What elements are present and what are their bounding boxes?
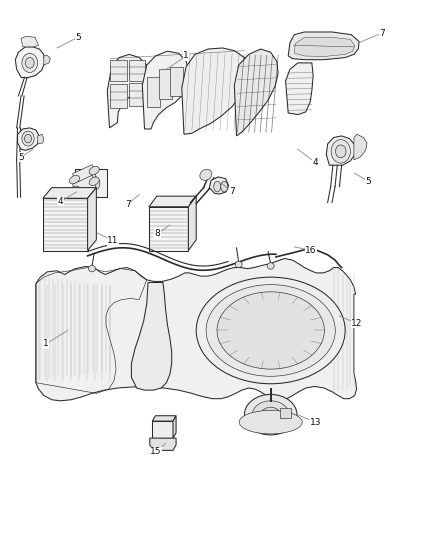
Polygon shape — [326, 136, 355, 165]
Text: 7: 7 — [229, 188, 235, 196]
Ellipse shape — [80, 177, 88, 190]
Bar — [170, 67, 183, 96]
Text: 7: 7 — [379, 29, 385, 37]
Polygon shape — [234, 49, 278, 136]
Text: 11: 11 — [107, 237, 119, 245]
Ellipse shape — [89, 177, 99, 185]
Ellipse shape — [196, 277, 345, 384]
Polygon shape — [182, 48, 249, 134]
Ellipse shape — [331, 140, 350, 163]
Ellipse shape — [206, 285, 336, 376]
Polygon shape — [73, 175, 96, 196]
Polygon shape — [288, 32, 359, 60]
Polygon shape — [286, 63, 313, 115]
Bar — [280, 408, 291, 418]
Polygon shape — [36, 259, 357, 401]
Ellipse shape — [239, 410, 302, 434]
Polygon shape — [18, 128, 39, 150]
Bar — [110, 60, 127, 81]
Polygon shape — [38, 134, 44, 144]
Text: 16: 16 — [305, 246, 317, 255]
Ellipse shape — [244, 394, 297, 435]
Text: 4: 4 — [313, 158, 318, 167]
Ellipse shape — [25, 58, 34, 68]
Polygon shape — [150, 438, 176, 450]
Polygon shape — [15, 47, 45, 78]
Ellipse shape — [69, 186, 80, 195]
Ellipse shape — [252, 401, 289, 429]
Polygon shape — [43, 198, 88, 251]
Polygon shape — [209, 177, 229, 194]
Polygon shape — [152, 416, 176, 421]
Text: 1: 1 — [183, 52, 189, 60]
Bar — [147, 77, 160, 107]
Ellipse shape — [235, 261, 242, 268]
Ellipse shape — [22, 131, 34, 146]
Ellipse shape — [88, 265, 95, 272]
Polygon shape — [354, 134, 367, 160]
Ellipse shape — [200, 169, 212, 180]
Ellipse shape — [261, 407, 280, 422]
Bar — [129, 83, 145, 106]
Polygon shape — [152, 421, 173, 438]
Text: 7: 7 — [125, 200, 131, 208]
Text: 1: 1 — [43, 340, 49, 348]
Polygon shape — [188, 196, 196, 251]
Text: 5: 5 — [18, 153, 24, 161]
Text: 13: 13 — [310, 418, 321, 427]
Ellipse shape — [69, 175, 80, 184]
Ellipse shape — [267, 263, 274, 269]
Polygon shape — [88, 188, 96, 251]
Polygon shape — [107, 54, 149, 128]
Ellipse shape — [91, 177, 100, 190]
Ellipse shape — [22, 53, 38, 72]
Polygon shape — [149, 196, 196, 207]
Ellipse shape — [89, 166, 99, 175]
Text: 15: 15 — [150, 448, 161, 456]
Polygon shape — [131, 282, 172, 390]
Polygon shape — [142, 51, 189, 129]
Text: 5: 5 — [75, 33, 81, 42]
Bar — [129, 60, 145, 81]
Ellipse shape — [214, 181, 221, 192]
Polygon shape — [294, 37, 355, 56]
Ellipse shape — [217, 292, 324, 369]
Bar — [159, 69, 172, 99]
Text: 8: 8 — [155, 229, 161, 238]
Ellipse shape — [25, 134, 32, 143]
Ellipse shape — [221, 181, 228, 192]
Bar — [75, 169, 107, 197]
Polygon shape — [173, 416, 176, 438]
Polygon shape — [149, 207, 188, 251]
Polygon shape — [73, 165, 96, 185]
Polygon shape — [44, 55, 50, 65]
Polygon shape — [21, 36, 39, 47]
Text: 12: 12 — [351, 319, 363, 328]
Text: 4: 4 — [58, 197, 63, 206]
Polygon shape — [43, 188, 96, 198]
Bar — [110, 84, 127, 108]
Ellipse shape — [336, 145, 346, 158]
Text: 5: 5 — [365, 177, 371, 185]
